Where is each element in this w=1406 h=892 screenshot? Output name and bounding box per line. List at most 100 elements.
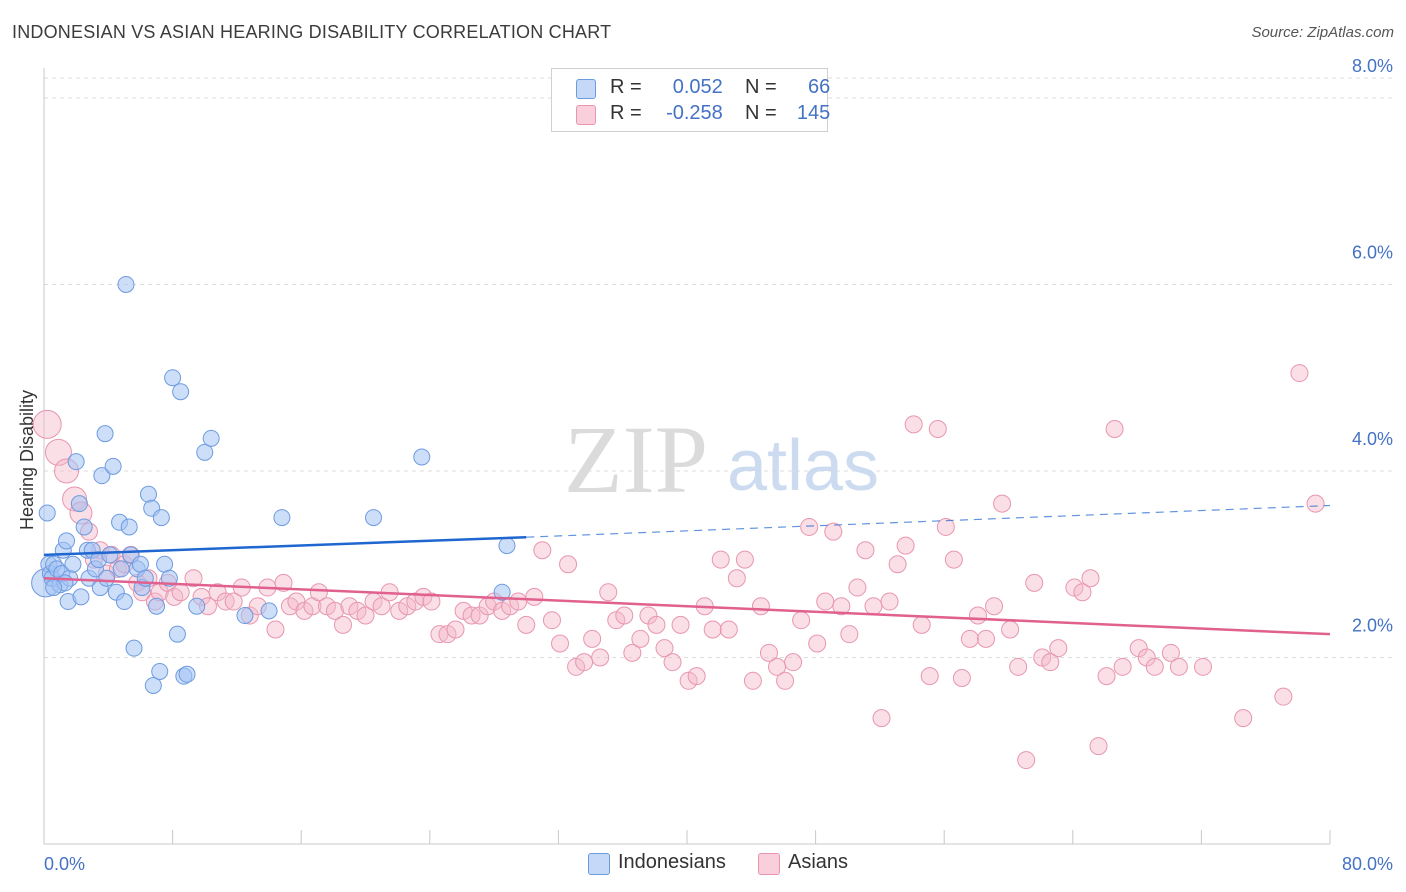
- indonesian-point: [168, 625, 186, 643]
- y-tick-label: 2.0%: [1352, 615, 1393, 635]
- axes: [43, 68, 1331, 845]
- asian-point: [936, 517, 955, 536]
- asian-point: [1089, 737, 1108, 756]
- asian-point: [1290, 364, 1309, 383]
- asian-point: [671, 615, 690, 634]
- asian-point: [1073, 583, 1092, 602]
- indonesian-point: [236, 607, 254, 625]
- indonesian-point: [58, 532, 76, 550]
- asian-point: [856, 541, 875, 560]
- asian-point: [920, 667, 939, 686]
- indonesian-point: [45, 579, 63, 597]
- indonesian-point: [202, 429, 220, 447]
- asian-point: [759, 643, 778, 662]
- watermark-atlas: atlas: [727, 426, 879, 506]
- indonesian-point: [96, 425, 114, 443]
- x-tick-labels: 0.0% 80.0%: [44, 854, 1393, 874]
- asian-point: [525, 587, 544, 606]
- asian-point: [623, 643, 642, 662]
- asian-point: [1105, 420, 1124, 439]
- asian-point: [848, 578, 867, 597]
- legend-swatch-asians: [576, 105, 596, 125]
- bottom-legend-swatch-asians: [758, 853, 780, 875]
- x-tick-label-min: 0.0%: [44, 854, 85, 874]
- asian-point: [171, 583, 190, 602]
- asians-trend-line: [43, 576, 1331, 636]
- indonesian-point: [160, 569, 178, 587]
- asian-point: [1017, 751, 1036, 770]
- indonesian-point: [188, 597, 206, 615]
- asian-point: [309, 583, 328, 602]
- asian-point: [333, 615, 352, 634]
- legend-n-value: 66: [808, 76, 831, 98]
- asian-point: [727, 569, 746, 588]
- asian-point: [356, 606, 375, 625]
- asian-point: [904, 415, 923, 434]
- asian-point: [743, 671, 762, 690]
- asian-point: [792, 611, 811, 630]
- y-tick-label: 6.0%: [1352, 242, 1393, 262]
- legend-r-label: R =: [610, 102, 642, 124]
- legend-n-label: N =: [745, 102, 777, 124]
- trend-lines: [43, 504, 1331, 636]
- indonesian-point: [67, 453, 85, 471]
- asian-point: [976, 629, 995, 648]
- indonesian-point: [101, 546, 119, 564]
- indonesian-point: [38, 504, 56, 522]
- indonesian-point: [260, 602, 278, 620]
- indonesian-point: [148, 597, 166, 615]
- indonesian-point: [120, 518, 138, 536]
- indonesian-point: [365, 509, 383, 527]
- asian-point: [816, 592, 835, 611]
- indonesian-point: [413, 448, 431, 466]
- asian-point: [896, 536, 915, 555]
- legend-swatch-indonesians: [576, 79, 596, 99]
- asian-point: [266, 620, 285, 639]
- indonesian-point: [493, 583, 511, 601]
- asian-point: [1001, 620, 1020, 639]
- watermark: ZIP atlas: [564, 406, 879, 513]
- asian-point: [517, 615, 536, 634]
- indonesian-point: [172, 383, 190, 401]
- asian-point: [960, 629, 979, 648]
- asian-point: [1097, 667, 1116, 686]
- asian-point: [944, 550, 963, 569]
- asian-point: [32, 409, 62, 439]
- asian-point: [1274, 687, 1293, 706]
- indonesians-trend-line: [43, 535, 527, 557]
- asian-point: [784, 653, 803, 672]
- indonesian-point: [498, 537, 516, 555]
- asian-point: [509, 592, 528, 611]
- indonesian-point: [75, 518, 93, 536]
- asian-point: [687, 667, 706, 686]
- asian-point: [928, 420, 947, 439]
- asian-point: [1025, 573, 1044, 592]
- asian-point: [735, 550, 754, 569]
- indonesian-point: [139, 485, 157, 503]
- asian-point: [184, 569, 203, 588]
- asian-point: [583, 629, 602, 648]
- indonesian-point: [144, 676, 162, 694]
- asian-point: [888, 555, 907, 574]
- indonesian-point: [98, 569, 116, 587]
- asian-point: [1169, 657, 1188, 676]
- x-tick-label-max: 80.0%: [1342, 854, 1393, 874]
- y-tick-label: 8.0%: [1352, 56, 1393, 76]
- asian-point: [711, 550, 730, 569]
- bottom-legend-label-indonesians: Indonesians: [618, 851, 726, 873]
- legend-r-label: R =: [610, 76, 642, 98]
- asian-point: [703, 620, 722, 639]
- indonesian-point: [112, 560, 130, 578]
- indonesian-point: [152, 509, 170, 527]
- asian-point: [993, 494, 1012, 513]
- y-tick-labels: 2.0% 4.0% 6.0% 8.0%: [1352, 56, 1393, 636]
- asian-point: [1145, 657, 1164, 676]
- indonesian-point: [70, 495, 88, 513]
- legend-r-value: -0.258: [666, 102, 723, 124]
- chart-title: INDONESIAN VS ASIAN HEARING DISABILITY C…: [12, 22, 612, 42]
- asian-point: [542, 611, 561, 630]
- asian-point: [751, 597, 770, 616]
- source-credit: Source: ZipAtlas.com: [1251, 24, 1394, 41]
- asian-point: [1049, 639, 1068, 658]
